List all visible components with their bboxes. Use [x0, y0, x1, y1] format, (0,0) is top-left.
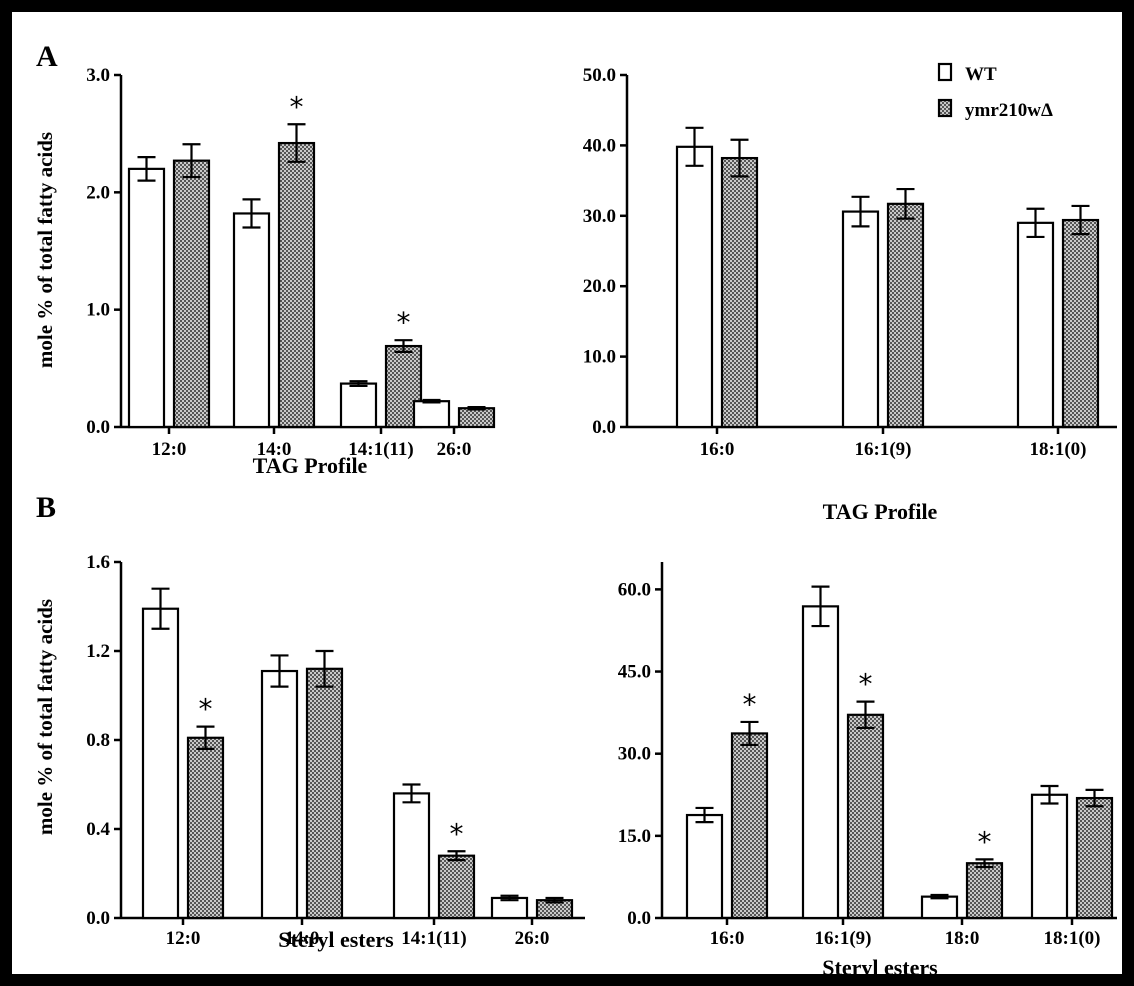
significance-star: *	[978, 825, 992, 858]
bar-mutant-16:0	[720, 156, 759, 429]
significance-star: *	[450, 817, 464, 850]
bar-mutant-14:0	[305, 667, 344, 920]
y-tick-label: 50.0	[583, 65, 616, 86]
chart-tag-profile-right: 0.0 10.0 20.0 30.0 40.0 50.0 16:0 16:1(9) 18:1(0…	[583, 65, 1117, 524]
y-tick-label: 0.4	[86, 819, 110, 840]
bar-wt-12:0	[141, 607, 180, 920]
bar-mutant-12:0	[172, 159, 211, 429]
y-tick-label: 0.0	[627, 908, 651, 929]
bar-mutant-14:0	[277, 141, 316, 429]
x-tick-label: 12:0	[166, 928, 201, 949]
y-tick-label: 60.0	[618, 579, 651, 600]
legend-label-wt: WT	[965, 64, 997, 85]
y-tick-label: 0.0	[86, 908, 110, 929]
significance-star: *	[290, 90, 304, 123]
y-tick-label: 2.0	[86, 182, 110, 203]
x-tick-label: 16:1(9)	[815, 928, 872, 949]
y-tick-label: 20.0	[583, 276, 616, 297]
bar-wt-16:0	[675, 145, 714, 429]
y-tick-label: 15.0	[618, 826, 651, 847]
panel-label-b: B	[36, 491, 56, 524]
y-tick-label: 1.2	[86, 641, 110, 662]
y-axis-label-b: mole % of total fatty acids	[33, 599, 57, 835]
bar-mutant-16:1(9)	[846, 713, 885, 920]
x-tick-label: 16:0	[710, 928, 745, 949]
y-tick-label: 0.0	[592, 417, 616, 438]
bar-mutant-18:1(0)	[1075, 796, 1114, 920]
chart-steryl-esters-left: 0.0 0.4 0.8 1.2 1.6 * 12:0 14:0 * 14:1(11) 26:0 Ste…	[86, 552, 585, 952]
y-tick-label: 30.0	[618, 744, 651, 765]
chart-tag-profile-left: 0.0 1.0 2.0 3.0 12:0 * 14:0 * 14:1(11) 26:0 TAG Pr…	[86, 65, 496, 478]
bar-wt-12:0	[127, 167, 166, 429]
bar-mutant-16:1(9)	[886, 202, 925, 429]
bar-mutant-12:0	[186, 736, 225, 920]
significance-star: *	[199, 693, 213, 726]
y-tick-label: 1.0	[86, 300, 110, 321]
bar-mutant-14:1(11)	[437, 854, 476, 920]
panel-label-a: A	[36, 40, 58, 73]
y-tick-label: 1.6	[86, 552, 110, 573]
x-tick-label: 18:1(0)	[1044, 928, 1101, 949]
y-tick-label: 30.0	[583, 206, 616, 227]
x-axis-title: Steryl esters	[822, 955, 938, 980]
x-tick-label: 16:0	[700, 439, 735, 460]
x-tick-label: 18:1(0)	[1030, 439, 1087, 460]
bar-wt-16:1(9)	[841, 210, 880, 429]
bar-mutant-16:0	[730, 732, 769, 920]
x-axis-title: TAG Profile	[823, 499, 938, 524]
significance-star: *	[743, 688, 757, 721]
x-tick-label: 12:0	[152, 439, 187, 460]
significance-star: *	[397, 306, 411, 339]
y-tick-label: 0.0	[86, 417, 110, 438]
y-tick-label: 40.0	[583, 135, 616, 156]
legend: WT ymr210wΔ	[937, 62, 1053, 121]
x-tick-label: 14:1(11)	[348, 439, 413, 460]
x-tick-label: 14:0	[257, 439, 292, 460]
x-tick-label: 26:0	[515, 928, 550, 949]
bar-wt-18:1(0)	[1016, 221, 1055, 429]
y-tick-label: 0.8	[86, 730, 110, 751]
y-tick-label: 3.0	[86, 65, 110, 86]
bar-wt-14:1(11)	[339, 382, 378, 429]
bar-mutant-18:0	[965, 862, 1004, 920]
bar-wt-14:0	[232, 212, 271, 429]
x-axis-title: Steryl esters	[278, 927, 394, 952]
bar-mutant-26:0	[457, 407, 496, 429]
x-tick-label: 16:1(9)	[855, 439, 912, 460]
x-tick-label: 26:0	[437, 439, 472, 460]
bar-wt-18:1(0)	[1030, 793, 1069, 920]
legend-label-mutant: ymr210wΔ	[965, 100, 1053, 121]
bar-wt-16:0	[685, 813, 724, 920]
legend-swatch-mutant	[937, 98, 953, 118]
chart-steryl-esters-right: 0.0 15.0 30.0 45.0 60.0 * 16:0 * 16:1(9) * 18:0 18:…	[618, 562, 1117, 980]
x-axis-title: TAG Profile	[253, 453, 368, 478]
bar-wt-26:0	[412, 400, 451, 429]
x-tick-label: 14:1(11)	[401, 928, 466, 949]
significance-star: *	[859, 668, 873, 701]
x-tick-label: 18:0	[945, 928, 980, 949]
y-axis-label-a: mole % of total fatty acids	[33, 132, 57, 368]
y-tick-label: 45.0	[618, 662, 651, 683]
x-tick-label: 14:0	[285, 928, 320, 949]
bar-wt-16:1(9)	[801, 605, 840, 920]
legend-swatch-wt	[937, 62, 953, 82]
bar-wt-14:1(11)	[392, 792, 431, 920]
bar-mutant-18:1(0)	[1061, 218, 1100, 429]
bar-wt-18:0	[920, 895, 959, 920]
bar-wt-14:0	[260, 669, 299, 920]
y-tick-label: 10.0	[583, 347, 616, 368]
